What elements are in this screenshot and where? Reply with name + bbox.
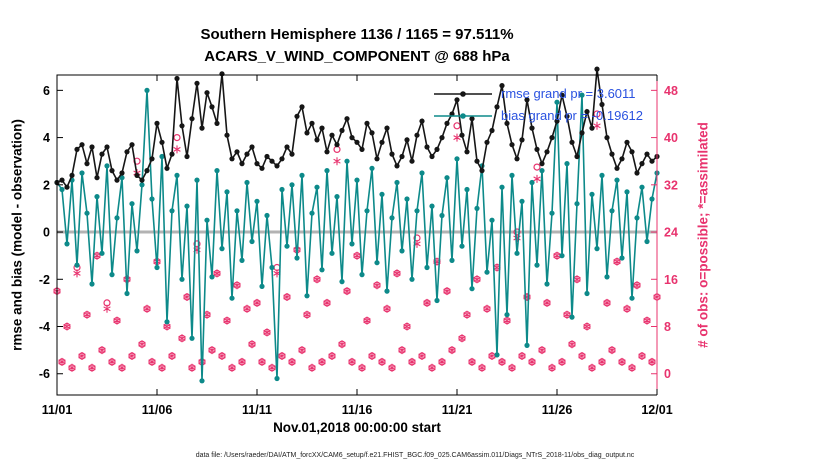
chart-title: Southern Hemisphere 1136 / 1165 = 97.511… [200,26,514,43]
x-tick-label: 12/01 [641,403,672,417]
data-file-caption: data file: /Users/raeder/DAI/ATM_forcXX/… [195,452,635,459]
y-axis-label-left: rmse and bias (model - observation) [9,119,25,351]
y-right-tick-label: 16 [664,273,678,287]
y-right-tick-label: 8 [664,320,671,334]
y-left-tick-label: 2 [43,178,50,192]
y-axis-label-right: # of obs: o=possible; *=assimilated [695,122,711,348]
x-axis-label: Nov.01,2018 00:00:00 start [273,420,441,435]
legend-marker-rmse [434,90,492,97]
y-left-tick-label: 4 [43,131,50,145]
legend-item-rmse: rmse grand pr = 3.6011 [432,84,643,103]
chart-subtitle: ACARS_V_WIND_COMPONENT @ 688 hPa [204,48,510,65]
y-left-tick-label: 6 [43,84,50,98]
bias-series [54,87,660,384]
x-tick-label: 11/01 [42,403,73,417]
x-tick-label: 11/11 [242,403,272,417]
y-right-tick-label: 48 [664,84,678,98]
y-left-tick-label: -6 [39,367,50,381]
tick-marks [56,75,658,395]
y-right-tick-label: 0 [664,367,671,381]
x-tick-label: 11/06 [142,403,173,417]
y-right-tick-label: 40 [664,131,678,145]
legend: rmse grand pr = 3.6011 bias grand pr = -0… [432,84,643,125]
y-left-tick-label: -2 [39,273,50,287]
legend-item-bias: bias grand pr = -0.19612 [432,106,643,125]
legend-marker-bias [434,112,492,119]
y-left-tick-label: 0 [43,226,50,240]
x-tick-label: 11/21 [442,403,473,417]
legend-label: bias grand pr = -0.19612 [501,108,644,123]
y-right-tick-label: 32 [664,178,678,192]
legend-label: rmse grand pr = 3.6011 [501,86,636,101]
y-right-tick-label: 24 [664,226,678,240]
tick-labels: 11/01 11/06 11/11 11/16 11/21 11/26 12/01 -6 -4 -… [39,84,678,417]
x-tick-label: 11/26 [542,403,573,417]
x-tick-label: 11/16 [342,403,373,417]
rmse-series [54,66,660,190]
y-left-tick-label: -4 [39,320,50,334]
